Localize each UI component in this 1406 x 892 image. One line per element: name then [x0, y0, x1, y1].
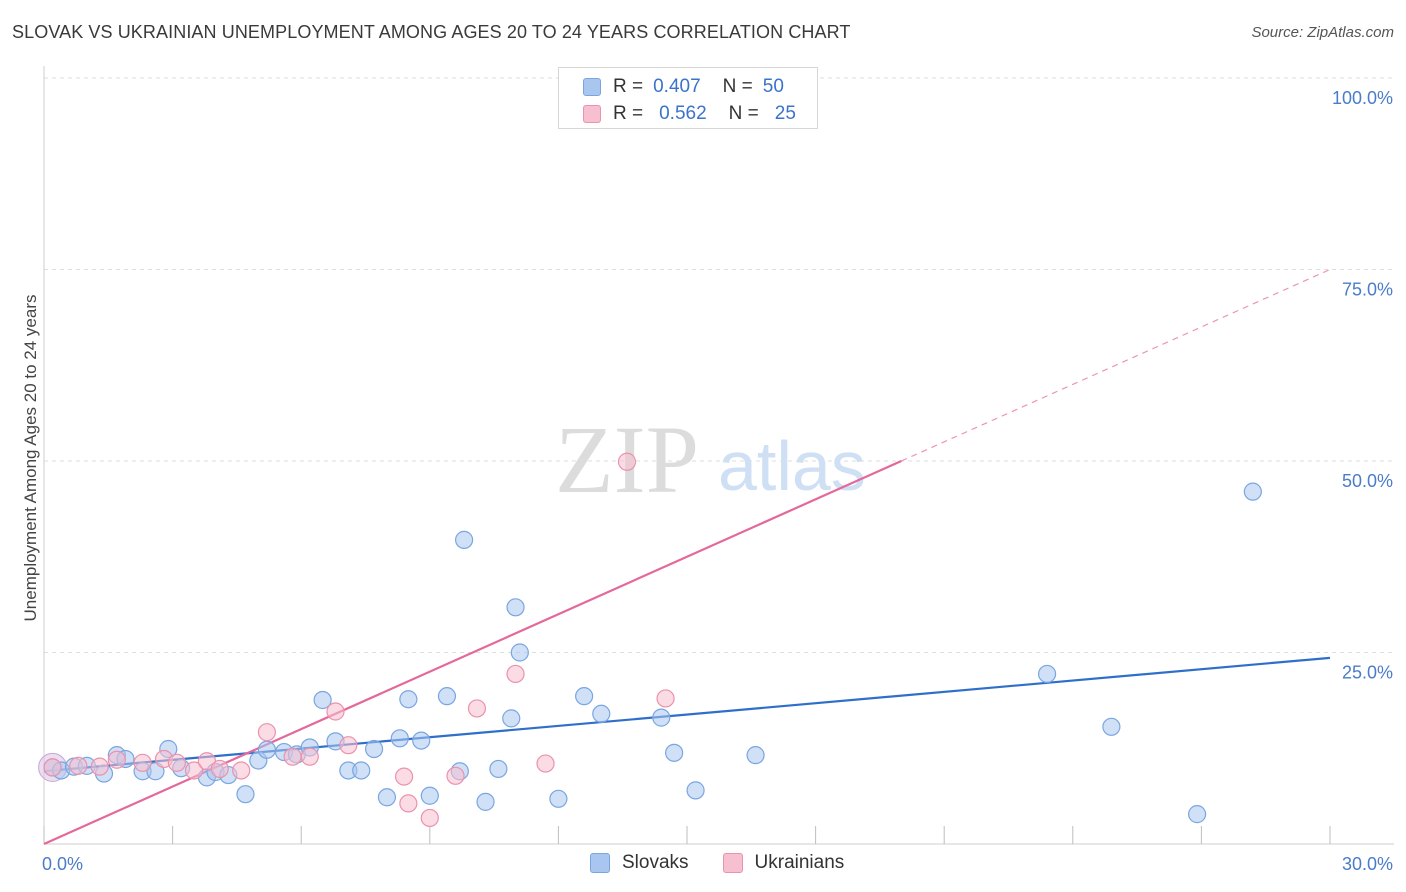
point-ukrainians [394, 767, 414, 786]
point-ukrainians [210, 759, 229, 779]
point-slovaks [746, 746, 765, 765]
point-slovaks [454, 530, 474, 549]
point-ukrainians [399, 794, 418, 813]
series-swatch-slovaks [590, 853, 610, 873]
point-ukrainians [107, 750, 126, 769]
legend-n-label: N = [728, 103, 759, 124]
point-slovaks [257, 740, 277, 759]
point-slovaks [665, 743, 684, 762]
series-label-ukrainians: Ukrainians [754, 852, 845, 873]
point-slovaks [236, 785, 255, 804]
y-tick-label: 75.0% [1342, 280, 1393, 300]
point-slovaks [1037, 664, 1057, 684]
watermark: ZIP atlas [555, 406, 866, 513]
point-ukrainians [43, 758, 62, 777]
point-slovaks [510, 643, 529, 662]
point-ukrainians [506, 664, 525, 684]
point-slovaks [352, 761, 371, 780]
y-axis-label: Unemployment Among Ages 20 to 24 years [21, 295, 40, 622]
point-slovaks [390, 729, 409, 748]
point-ukrainians [300, 747, 319, 766]
point-ukrainians [257, 723, 277, 742]
series-legend-ukrainians[interactable]: Ukrainians [722, 852, 845, 874]
legend-n-label: N = [722, 76, 753, 97]
series-legend-slovaks[interactable]: Slovaks [590, 852, 689, 874]
legend-swatch-slovaks [583, 78, 601, 96]
point-slovaks [420, 786, 439, 805]
series-swatch-ukrainians [722, 853, 743, 873]
points [38, 452, 1262, 828]
legend-r-label: R = [613, 76, 644, 97]
source-label: Source: ZipAtlas.com [1251, 24, 1394, 41]
correlation-legend: R = 0.407 N = 50 R = 0.562 N = 25 [558, 67, 818, 129]
y-tick-label: 50.0% [1342, 471, 1393, 491]
watermark-atlas: atlas [718, 427, 866, 505]
point-ukrainians [167, 753, 186, 772]
legend-swatch-ukrainians [583, 105, 601, 123]
legend-row-slovaks: R = 0.407 N = 50 [583, 75, 784, 99]
point-slovaks [1243, 482, 1262, 501]
trend-line-ukrainians [43, 459, 902, 846]
point-slovaks [476, 792, 495, 811]
point-slovaks [1102, 717, 1121, 736]
trend-lines [43, 268, 1331, 846]
chart-title: SLOVAK VS UKRAINIAN UNEMPLOYMENT AMONG A… [12, 22, 851, 42]
legend-n-value: 50 [762, 76, 784, 97]
point-ukrainians [283, 747, 302, 766]
point-slovaks [1188, 805, 1207, 824]
y-tick-labels: 100.0% 75.0% 50.0% 25.0% [1332, 88, 1393, 683]
x-tick-label: 0.0% [42, 854, 83, 874]
point-slovaks [412, 731, 431, 750]
point-slovaks [549, 789, 568, 808]
point-ukrainians [133, 753, 152, 772]
legend-row-ukrainians: R = 0.562 N = 25 [583, 102, 796, 126]
x-tick-labels: 0.0% 30.0% [42, 854, 1393, 874]
point-ukrainians [69, 756, 88, 775]
point-ukrainians [617, 452, 637, 471]
point-ukrainians [184, 761, 204, 780]
point-slovaks [592, 704, 611, 723]
point-slovaks [377, 788, 397, 807]
series-label-slovaks: Slovaks [622, 852, 689, 873]
point-ukrainians [420, 808, 439, 828]
point-slovaks [686, 781, 705, 800]
x-tick-label: 30.0% [1342, 854, 1393, 874]
point-slovaks [399, 690, 418, 709]
point-ukrainians [656, 689, 675, 708]
y-tick-label: 100.0% [1332, 88, 1393, 108]
legend-r-value: 0.562 [659, 103, 707, 124]
legend-r-value: 0.407 [653, 76, 701, 97]
legend-r-label: R = [613, 103, 644, 124]
point-slovaks [652, 708, 671, 727]
point-ukrainians [536, 754, 555, 773]
point-slovaks [489, 759, 508, 779]
series-legend: Slovaks Ukrainians [590, 852, 878, 874]
point-ukrainians [232, 761, 251, 780]
point-ukrainians [339, 736, 358, 755]
gridlines [44, 77, 1394, 653]
point-ukrainians [446, 766, 465, 785]
point-slovaks [437, 687, 457, 706]
point-slovaks [506, 598, 525, 617]
point-ukrainians [467, 699, 487, 718]
point-slovaks [364, 739, 384, 759]
trend-line-slovaks [43, 656, 1331, 773]
point-ukrainians [90, 757, 109, 776]
trend-line-extension [901, 268, 1331, 462]
legend-n-value: 25 [774, 103, 796, 124]
point-ukrainians [326, 702, 345, 721]
point-slovaks [502, 709, 521, 728]
point-slovaks [313, 690, 332, 710]
y-tick-label: 25.0% [1342, 663, 1393, 683]
axes [43, 66, 1394, 845]
point-slovaks [575, 687, 594, 706]
